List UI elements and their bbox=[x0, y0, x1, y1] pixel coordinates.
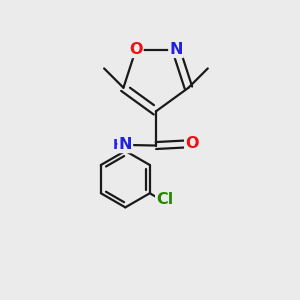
Text: O: O bbox=[129, 42, 142, 57]
Text: Cl: Cl bbox=[156, 192, 173, 207]
Text: N: N bbox=[118, 137, 132, 152]
Text: O: O bbox=[185, 136, 199, 151]
Text: N: N bbox=[169, 42, 183, 57]
Text: H: H bbox=[113, 138, 124, 152]
